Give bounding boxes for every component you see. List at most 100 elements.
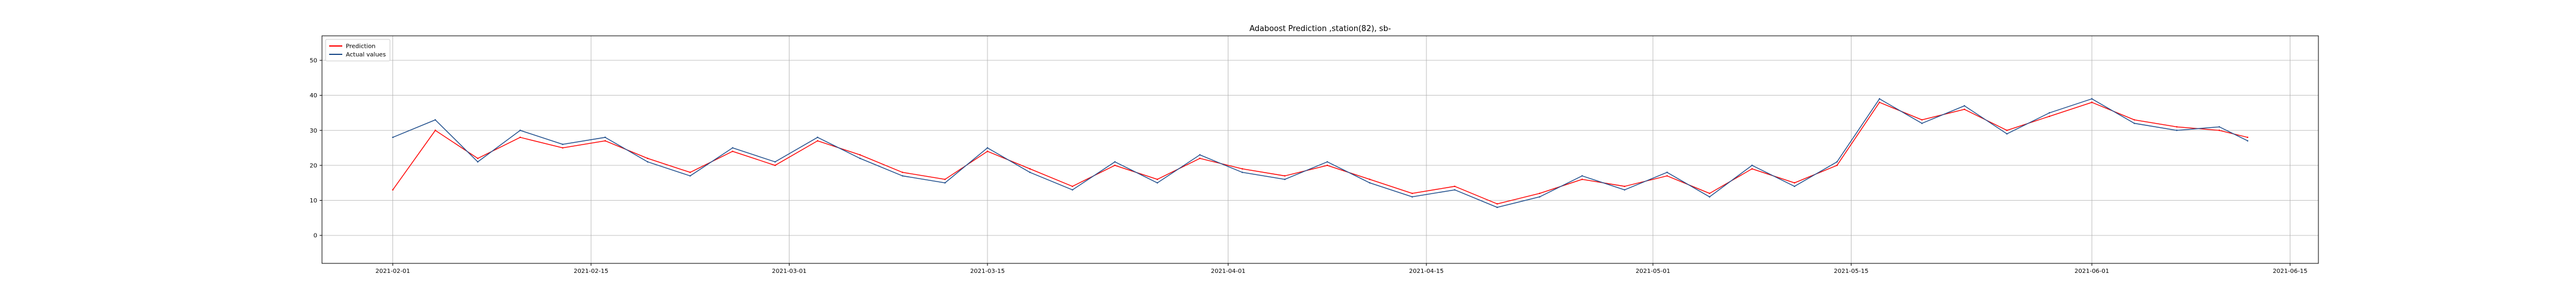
x-tick-label: 2021-06-15 [2272,268,2307,275]
data-point-actual-values [1921,122,1923,124]
data-point-actual-values [944,182,946,184]
data-point-prediction [774,164,776,167]
y-tick-label: 20 [309,162,317,169]
data-point-actual-values [1326,161,1329,163]
data-point-actual-values [1241,171,1243,173]
data-point-prediction [1241,168,1243,170]
x-tick-label: 2021-05-01 [1636,268,1670,275]
data-point-actual-values [1708,196,1711,198]
data-point-prediction [689,171,691,173]
data-point-prediction [1114,164,1116,167]
data-point-actual-values [1454,189,1456,191]
data-point-actual-values [1199,154,1201,156]
data-point-actual-values [476,161,479,163]
data-point-actual-values [604,136,606,139]
data-point-actual-values [816,136,819,139]
data-point-prediction [2176,126,2178,128]
data-point-prediction [1072,185,1073,188]
tick-layer: 0 10 20 30 40 50 2021-02-01 2021-02-15 2021-03-0… [309,58,2307,275]
data-point-actual-values [689,175,691,177]
data-point-actual-values [1114,161,1116,163]
y-tick-label: 30 [309,128,317,134]
data-point-prediction [2134,119,2135,121]
data-point-actual-values [2247,140,2249,142]
data-point-prediction [519,136,521,139]
data-point-actual-values [859,157,861,159]
legend-box [325,39,391,62]
plot-frame [321,35,2319,264]
data-point-actual-values [1284,179,1286,180]
data-point-actual-values [1581,175,1583,177]
chart-title: Adaboost Prediction ,station(82), sb- [1249,24,1391,33]
x-tick-label: 2021-04-01 [1211,268,1246,275]
data-point-prediction [944,179,946,180]
data-point-prediction [859,154,861,156]
data-point-actual-values [1624,189,1626,191]
legend: Prediction Actual values [325,39,391,62]
data-point-prediction [2247,136,2249,139]
data-point-actual-values [1666,171,1668,173]
data-point-prediction [1666,175,1668,177]
data-point-actual-values [1751,164,1753,167]
data-point-prediction [476,157,479,159]
x-tick-label: 2021-04-15 [1409,268,1444,275]
data-point-prediction [1368,179,1371,180]
x-tick-label: 2021-05-15 [1834,268,1868,275]
data-point-prediction [1496,203,1498,205]
data-point-actual-values [2176,130,2178,131]
y-tick-label: 0 [314,233,317,239]
data-point-prediction [986,150,989,152]
data-point-prediction [604,140,606,142]
data-point-prediction [1794,182,1795,184]
y-tick-label: 10 [309,198,317,204]
data-point-actual-values [562,143,564,145]
legend-label-prediction: Prediction [346,44,376,50]
data-point-prediction [2006,130,2008,131]
data-point-actual-values [902,175,903,177]
data-point-prediction [434,130,436,131]
data-point-actual-values [1878,98,1881,100]
data-point-prediction [1454,185,1456,188]
data-point-prediction [1411,192,1413,194]
data-point-actual-values [1368,182,1371,184]
x-tick-label: 2021-06-01 [2075,268,2109,275]
data-point-actual-values [2134,122,2135,124]
x-tick-label: 2021-03-01 [772,268,807,275]
data-point-prediction [816,140,819,142]
series-layer [392,98,2249,208]
data-point-prediction [2218,130,2220,131]
data-point-prediction [902,171,903,173]
data-point-prediction [1836,164,1838,167]
data-point-actual-values [519,130,521,131]
data-point-actual-values [2091,98,2093,100]
data-point-prediction [392,189,394,191]
data-point-prediction [1029,168,1031,170]
x-tick-label: 2021-02-01 [376,268,410,275]
legend-label-actual-values: Actual values [346,52,386,59]
data-point-actual-values [1156,182,1159,184]
data-point-actual-values [1964,105,1965,107]
data-point-actual-values [434,119,436,121]
data-point-actual-values [2048,112,2051,114]
data-point-actual-values [2218,126,2220,128]
data-point-actual-values [646,161,649,163]
data-point-prediction [1538,192,1541,194]
data-point-prediction [1878,102,1881,103]
data-point-actual-values [1794,185,1795,188]
data-point-prediction [1284,175,1286,177]
y-tick-label: 50 [309,58,317,64]
data-point-actual-values [1538,196,1541,198]
data-point-prediction [2048,115,2051,118]
data-point-prediction [1624,185,1626,188]
data-point-prediction [646,157,649,159]
data-point-prediction [1581,179,1583,180]
data-point-actual-values [392,136,394,139]
data-point-prediction [1921,119,1923,121]
data-point-prediction [732,150,733,152]
data-point-prediction [1708,192,1711,194]
data-point-prediction [1326,164,1329,167]
data-point-actual-values [1411,196,1413,198]
data-point-actual-values [1029,171,1031,173]
data-point-actual-values [732,147,733,149]
